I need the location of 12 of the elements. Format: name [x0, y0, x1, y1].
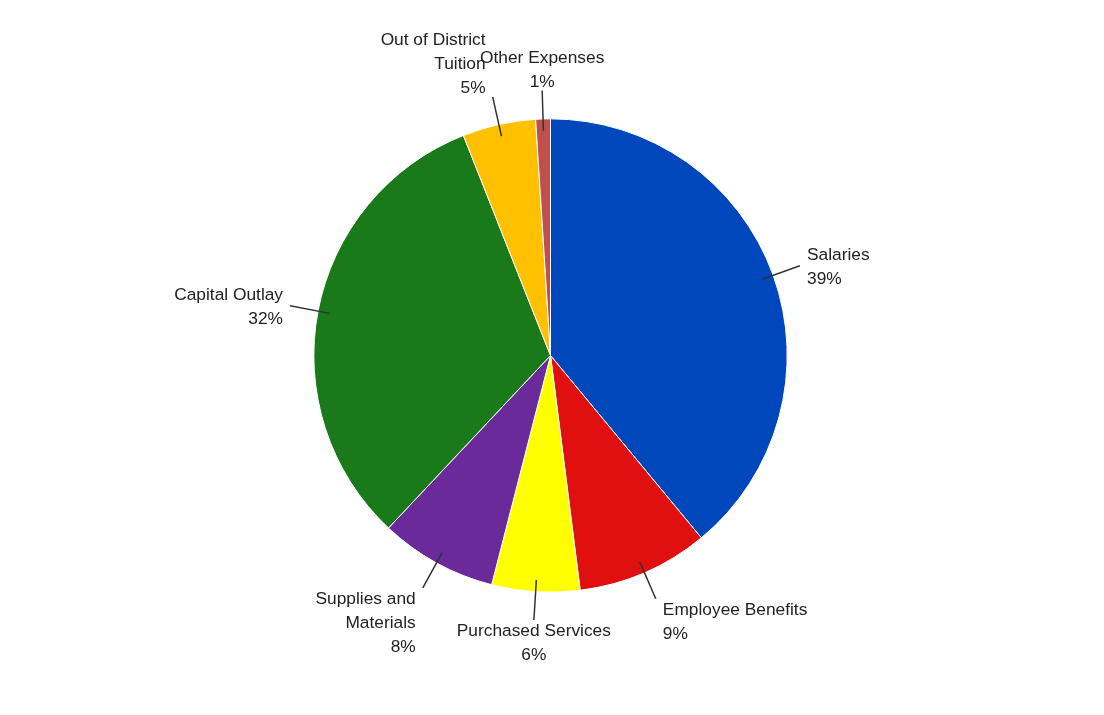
slice-label: Employee Benefits: [662, 598, 808, 619]
data-label: 8%: [390, 635, 416, 656]
slice-label: Purchased Services: [456, 620, 612, 641]
data-label: 5%: [460, 76, 486, 97]
data-label: 39%: [807, 267, 842, 288]
slice-label: Salaries: [807, 243, 870, 264]
slice-label: Supplies and Materials: [315, 587, 417, 632]
data-label: 6%: [521, 644, 547, 665]
data-label: 1%: [529, 70, 555, 91]
data-label: 32%: [248, 307, 284, 328]
slice-label: Capital Outlay: [174, 283, 284, 304]
data-label: 9%: [662, 622, 688, 643]
